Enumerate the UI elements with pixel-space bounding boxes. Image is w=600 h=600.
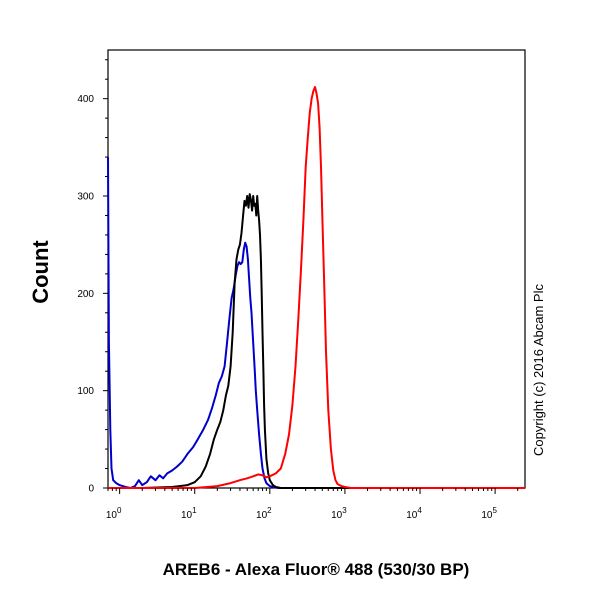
x-tick-label: 100: [106, 506, 122, 521]
x-tick-label: 105: [481, 506, 497, 521]
y-tick-label: 0: [88, 484, 94, 495]
y-tick-label: 100: [77, 386, 94, 397]
copyright-annotation: Copyright (c) 2016 Abcam Plc: [531, 284, 546, 456]
x-tick-label: 104: [406, 506, 422, 521]
y-tick-label: 200: [77, 289, 94, 300]
y-tick-label: 300: [77, 192, 94, 203]
x-axis-title: AREB6 - Alexa Fluor® 488 (530/30 BP): [163, 560, 470, 579]
series-line-3: [108, 86, 525, 489]
plot-frame: [107, 49, 526, 489]
y-tick-label: 400: [77, 94, 94, 105]
series-line-1: [107, 157, 525, 489]
x-tick-label: 102: [256, 506, 272, 521]
x-tick-label: 101: [181, 506, 197, 521]
series-line-2: [108, 193, 525, 489]
y-axis-title: Count: [28, 240, 53, 304]
x-tick-label: 103: [331, 506, 347, 521]
